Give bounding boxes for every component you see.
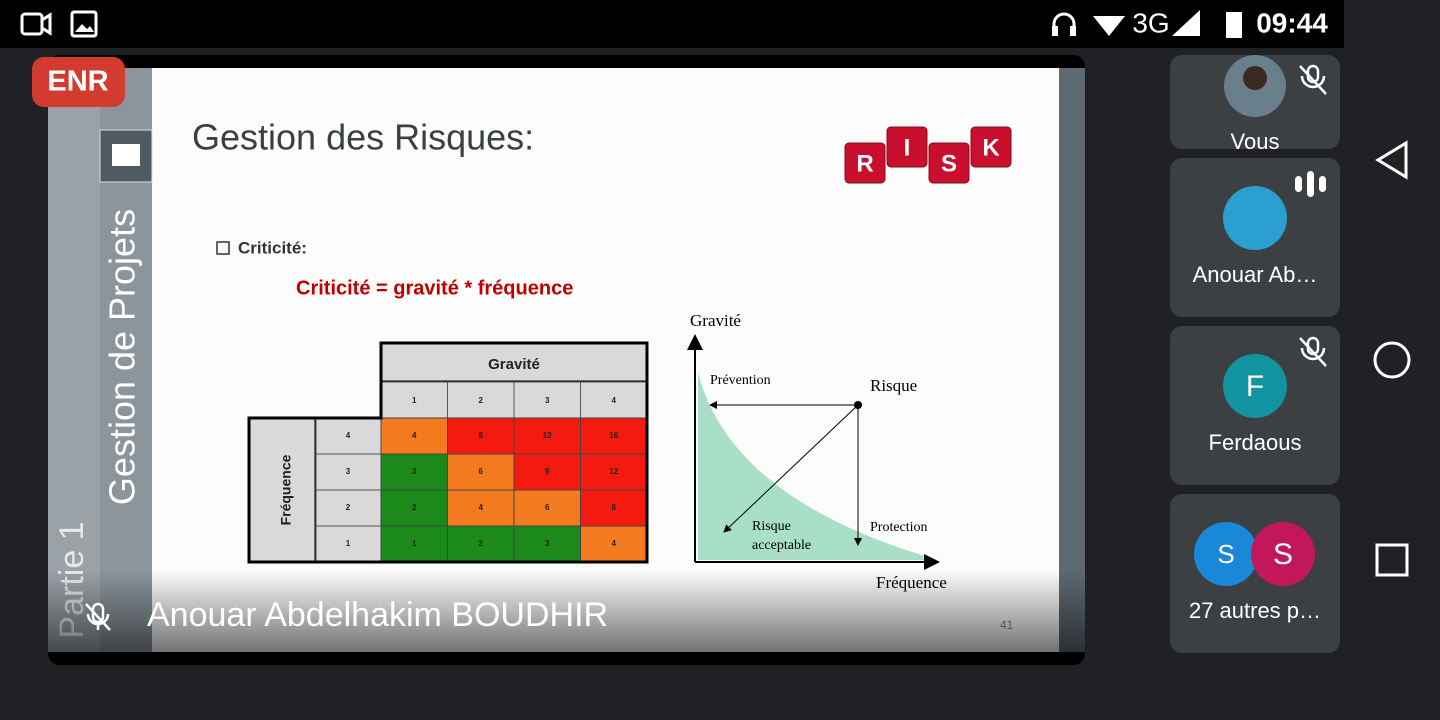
- matrix-cell: [513, 525, 581, 563]
- matrix-cell: [380, 489, 448, 527]
- die-letter: R: [856, 150, 873, 177]
- home-button[interactable]: [1373, 341, 1411, 379]
- status-bar: [0, 0, 1344, 48]
- die-letter: K: [982, 134, 1000, 161]
- matrix-cell-value: 12: [609, 467, 618, 476]
- avatar: [1194, 522, 1258, 586]
- protection-label: Protection: [870, 520, 928, 535]
- clock: 09:44: [1256, 7, 1328, 38]
- participant-tile[interactable]: [1170, 494, 1340, 653]
- recording-badge: [32, 57, 125, 107]
- participant-name: Vous: [1231, 129, 1280, 154]
- matrix-row-label: 1: [346, 539, 351, 548]
- diagonal-arrow: [723, 404, 859, 533]
- matrix-cell-value: 3: [412, 467, 417, 476]
- matrix-row-label: 4: [346, 431, 351, 440]
- matrix-cell-value: 2: [412, 503, 417, 512]
- matrix-cell-value: 3: [545, 539, 550, 548]
- avatar: [1223, 354, 1287, 418]
- die: [970, 126, 1012, 168]
- matrix-column-label: 3: [545, 396, 550, 405]
- matrix-column-cell: [580, 381, 648, 419]
- speaker-name: Anouar Abdelhakim BOUDHIR: [147, 596, 608, 634]
- slide-sidebar: [48, 68, 100, 652]
- matrix-cell-value: 4: [612, 539, 617, 548]
- nav-buttons: [1373, 140, 1411, 577]
- matrix-column-label: 1: [412, 396, 417, 405]
- matrix-header-label: Gravité: [488, 356, 540, 373]
- matrix-cell-value: 4: [412, 431, 417, 440]
- matrix-cell-value: 8: [479, 431, 484, 440]
- avatar: [1223, 186, 1287, 250]
- matrix-column-label: 2: [479, 396, 484, 405]
- course-title: Gestion de Projets: [102, 209, 143, 505]
- matrix-cell-value: 12: [543, 431, 552, 440]
- matrix-row-label: 3: [346, 467, 351, 476]
- die: [886, 126, 928, 168]
- avatar-face: [1243, 66, 1267, 90]
- matrix-cell: [380, 525, 448, 563]
- acceptable-area: [698, 372, 938, 560]
- die-letter: I: [904, 134, 911, 161]
- acceptable-label: acceptable: [752, 538, 811, 553]
- matrix-cell-value: 6: [479, 467, 484, 476]
- die: [844, 142, 886, 184]
- matrix-cell-value: 9: [545, 467, 550, 476]
- slide-icon-board: [112, 144, 140, 166]
- risk-image: R I SK: [844, 126, 1012, 184]
- avatar: [1251, 522, 1315, 586]
- prevention-label: Prévention: [710, 373, 771, 388]
- avatar-initial: S: [1273, 538, 1293, 571]
- die: [928, 142, 970, 184]
- matrix-cell-value: 1: [412, 539, 417, 548]
- participant-name: Ferdaous: [1209, 430, 1302, 455]
- matrix-column-label: 4: [612, 396, 617, 405]
- status-icons: [20, 10, 1242, 38]
- acceptable-label: Risque: [752, 519, 791, 534]
- avatar-initial: S: [1217, 539, 1234, 569]
- speaking-icon: [1295, 171, 1326, 197]
- matrix-cell: [513, 453, 581, 491]
- back-button[interactable]: [1375, 140, 1408, 180]
- matrix-cell: [513, 489, 581, 527]
- mic-off-icon: [85, 602, 111, 631]
- matrix-row-cell: [315, 525, 382, 563]
- matrix-cell-value: 6: [545, 503, 550, 512]
- recording-label: ENR: [47, 66, 108, 98]
- slide-right-strip: [1059, 68, 1085, 652]
- matrix-row-header-label: Fréquence: [278, 454, 294, 525]
- die-letter: S: [941, 150, 957, 177]
- matrix-cell: [380, 453, 448, 491]
- page-number: 41: [1000, 618, 1014, 632]
- network-type: 3G: [1132, 7, 1169, 38]
- matrix-cell-value: 8: [612, 503, 617, 512]
- slide-title: Gestion des Risques:: [192, 117, 534, 158]
- matrix-row-label: 2: [346, 503, 351, 512]
- bullet-box: [216, 241, 230, 255]
- participant-name: 27 autres p…: [1189, 598, 1321, 623]
- matrix-cell: [447, 525, 515, 563]
- matrix-cell-value: 2: [479, 539, 484, 548]
- matrix-cell: [447, 453, 515, 491]
- matrix-cell: [580, 453, 648, 491]
- name-overlay: [48, 570, 1085, 652]
- bullet: Criticité:: [238, 238, 307, 257]
- risk-label: Risque: [870, 376, 917, 395]
- participant-name: Anouar Ab…: [1193, 262, 1318, 287]
- matrix-cell-value: 4: [479, 503, 484, 512]
- avatar-initial: F: [1246, 370, 1264, 403]
- matrix-cell-value: 16: [609, 431, 618, 440]
- mic-off-icon: [1299, 64, 1327, 367]
- graph-y-label: Gravité: [690, 311, 741, 330]
- participants: Vous Anouar Ab… F Ferdaous S S 27 autres…: [1170, 55, 1340, 653]
- formula: Criticité = gravité * fréquence: [296, 277, 573, 299]
- recents-button[interactable]: [1375, 543, 1409, 577]
- matrix-outline: [247, 341, 649, 564]
